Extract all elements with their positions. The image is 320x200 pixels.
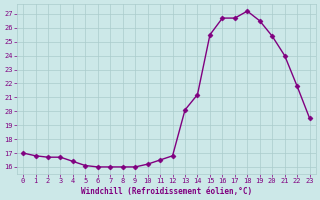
X-axis label: Windchill (Refroidissement éolien,°C): Windchill (Refroidissement éolien,°C) — [81, 187, 252, 196]
